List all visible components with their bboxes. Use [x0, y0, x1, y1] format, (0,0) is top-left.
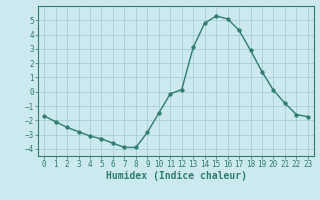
X-axis label: Humidex (Indice chaleur): Humidex (Indice chaleur): [106, 171, 246, 181]
